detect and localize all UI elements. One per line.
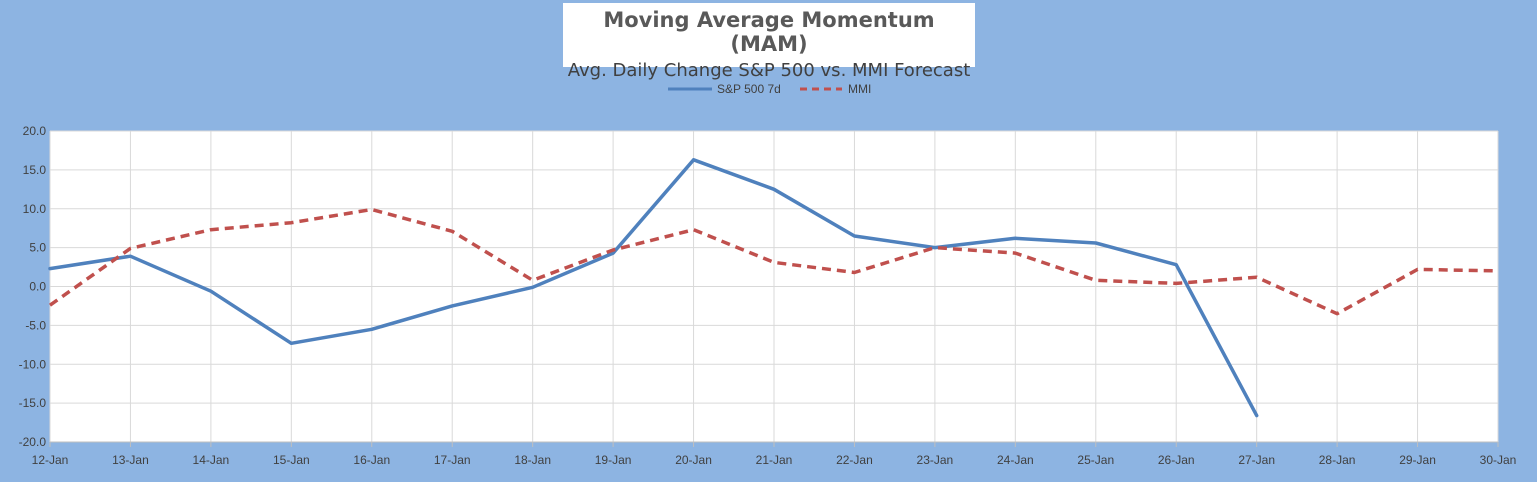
y-axis-ticks: -20.0 -15.0 -10.0 -5.0 0.0 5.0 10.0 15.0 20.0 — [19, 124, 47, 449]
y-tick-label: 20.0 — [23, 124, 47, 138]
legend-label-sp500: S&P 500 7d — [717, 82, 781, 96]
x-tick-label: 15-Jan — [273, 453, 310, 467]
series-line-sp500 — [48, 158, 1259, 418]
y-tick-label: -10.0 — [19, 357, 47, 371]
x-tick-label: 19-Jan — [595, 453, 632, 467]
x-tick-label: 14-Jan — [193, 453, 230, 467]
x-tick-label: 30-Jan — [1480, 453, 1517, 467]
chart-title: Moving Average Momentum (MAM) — [603, 8, 935, 56]
x-tick-label: 21-Jan — [756, 453, 793, 467]
x-tick-label: 29-Jan — [1399, 453, 1436, 467]
x-tick-label: 20-Jan — [675, 453, 712, 467]
x-tick-label: 16-Jan — [353, 453, 390, 467]
x-tick-label: 22-Jan — [836, 453, 873, 467]
y-tick-label: -5.0 — [25, 318, 46, 332]
x-tick-label: 17-Jan — [434, 453, 471, 467]
series-line-mmi — [48, 207, 1499, 316]
x-tick-label: 27-Jan — [1238, 453, 1275, 467]
x-axis-ticks: 12-Jan 13-Jan 14-Jan 15-Jan 16-Jan 17-Jan 18-J… — [32, 441, 1517, 467]
x-tick-label: 24-Jan — [997, 453, 1034, 467]
y-tick-label: 10.0 — [23, 202, 47, 216]
y-tick-label: -15.0 — [19, 396, 47, 410]
y-tick-label: 15.0 — [23, 163, 47, 177]
series-lines — [48, 158, 1499, 418]
x-tick-label: 28-Jan — [1319, 453, 1356, 467]
x-tick-label: 25-Jan — [1077, 453, 1114, 467]
chart-title-box: Moving Average Momentum (MAM) Avg. Daily… — [563, 3, 975, 81]
chart-subtitle: Avg. Daily Change S&P 500 vs. MMI Foreca… — [567, 60, 971, 81]
legend: S&P 500 7d MMI — [668, 82, 871, 96]
x-tick-label: 13-Jan — [112, 453, 149, 467]
x-tick-label: 23-Jan — [917, 453, 954, 467]
y-tick-label: 0.0 — [29, 280, 46, 294]
y-tick-label: 5.0 — [29, 241, 46, 255]
y-tick-label: -20.0 — [19, 435, 47, 449]
legend-label-mmi: MMI — [848, 82, 871, 96]
x-tick-label: 26-Jan — [1158, 453, 1195, 467]
x-tick-label: 12-Jan — [32, 453, 69, 467]
x-tick-label: 18-Jan — [514, 453, 551, 467]
